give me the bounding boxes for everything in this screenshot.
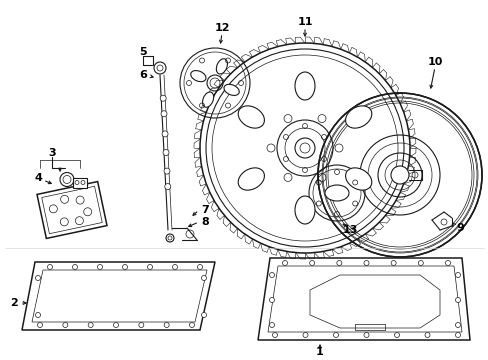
Circle shape [62, 323, 68, 328]
Text: 5: 5 [139, 47, 146, 57]
Text: 13: 13 [342, 225, 357, 235]
Text: 7: 7 [201, 205, 208, 215]
Circle shape [162, 131, 168, 137]
Circle shape [201, 312, 206, 318]
Circle shape [122, 265, 127, 270]
Circle shape [47, 265, 52, 270]
Circle shape [282, 261, 287, 266]
Circle shape [36, 275, 41, 280]
Circle shape [390, 166, 408, 184]
Text: 2: 2 [10, 298, 18, 308]
Circle shape [113, 323, 118, 328]
Text: 12: 12 [214, 23, 229, 33]
Ellipse shape [294, 196, 314, 224]
Circle shape [336, 261, 341, 266]
Circle shape [163, 168, 170, 174]
Circle shape [269, 323, 274, 328]
Ellipse shape [224, 84, 239, 95]
Ellipse shape [216, 59, 227, 74]
Circle shape [272, 333, 277, 338]
Circle shape [417, 261, 423, 266]
Circle shape [139, 323, 143, 328]
Text: 9: 9 [455, 223, 463, 233]
Circle shape [164, 323, 169, 328]
Text: 1: 1 [315, 347, 323, 357]
Circle shape [163, 149, 169, 156]
Ellipse shape [345, 168, 371, 190]
Circle shape [363, 261, 368, 266]
Text: 4: 4 [34, 173, 42, 183]
Ellipse shape [238, 106, 264, 128]
Circle shape [160, 95, 166, 101]
Polygon shape [22, 262, 215, 330]
Circle shape [72, 265, 77, 270]
Circle shape [97, 265, 102, 270]
Polygon shape [258, 258, 469, 340]
Ellipse shape [202, 92, 213, 107]
Circle shape [309, 261, 314, 266]
Circle shape [269, 297, 274, 302]
Circle shape [36, 312, 41, 318]
Circle shape [454, 323, 460, 328]
Ellipse shape [294, 72, 314, 100]
Circle shape [38, 323, 42, 328]
Circle shape [394, 333, 399, 338]
Text: 10: 10 [427, 57, 442, 67]
Circle shape [454, 333, 460, 338]
Circle shape [88, 323, 93, 328]
Ellipse shape [345, 106, 371, 128]
Polygon shape [37, 181, 107, 238]
Circle shape [454, 297, 460, 302]
Circle shape [390, 261, 395, 266]
Text: 3: 3 [48, 148, 56, 158]
Circle shape [147, 265, 152, 270]
Circle shape [303, 333, 307, 338]
Circle shape [164, 184, 170, 190]
Ellipse shape [325, 185, 348, 201]
Circle shape [333, 333, 338, 338]
Circle shape [454, 273, 460, 278]
Ellipse shape [190, 71, 205, 82]
Text: 6: 6 [139, 70, 146, 80]
Text: 11: 11 [297, 17, 312, 27]
Circle shape [201, 275, 206, 280]
Circle shape [172, 265, 177, 270]
Circle shape [363, 333, 368, 338]
Ellipse shape [238, 168, 264, 190]
Circle shape [424, 333, 429, 338]
Circle shape [189, 323, 194, 328]
Text: 8: 8 [201, 217, 208, 227]
Circle shape [197, 265, 202, 270]
Bar [73, 177, 87, 188]
Circle shape [161, 111, 167, 117]
Circle shape [269, 273, 274, 278]
Circle shape [445, 261, 449, 266]
